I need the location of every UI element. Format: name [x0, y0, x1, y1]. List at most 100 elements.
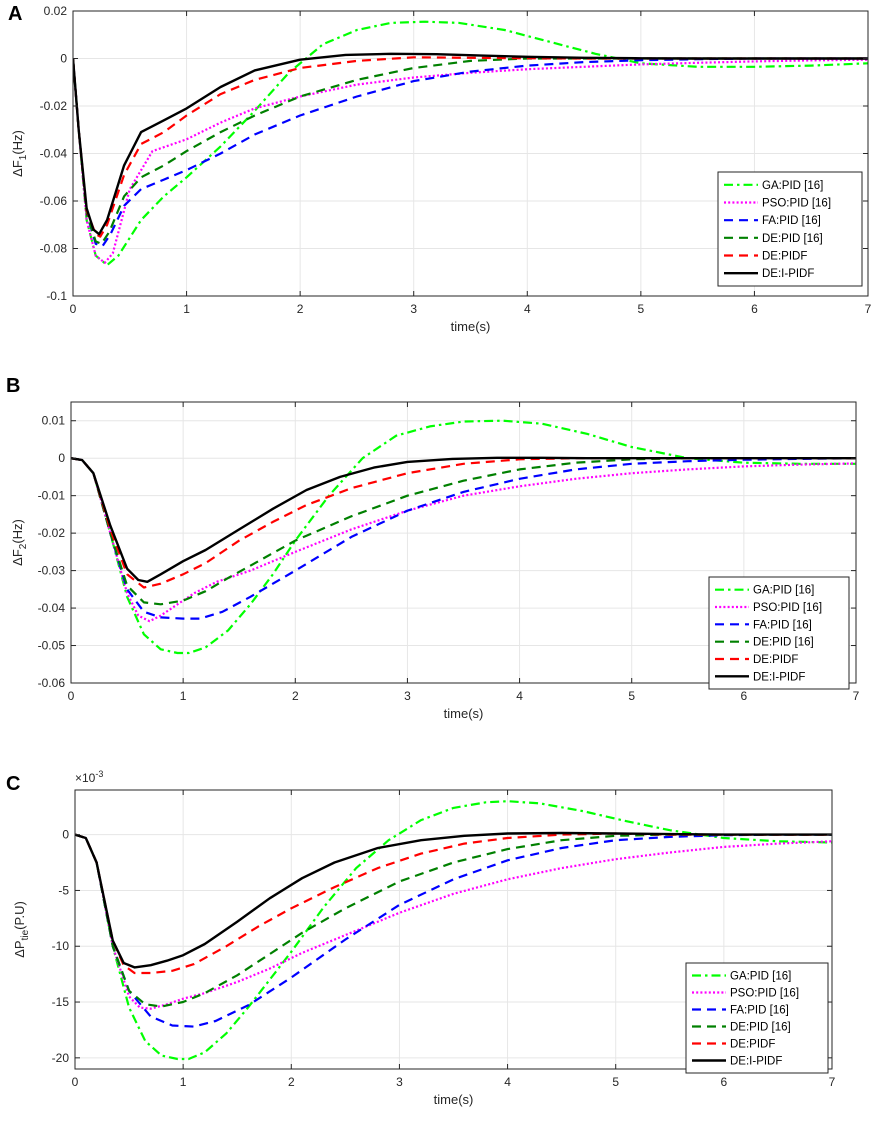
y-axis-label-unit: (Hz): [10, 519, 25, 544]
series-line-pso-pid-16: [73, 58, 868, 264]
y-tick-label: -0.02: [38, 526, 66, 540]
x-tick-label: 6: [741, 689, 748, 703]
legend: GA:PID [16] PSO:PID [16] FA:PID [16] DE:PID…: [717, 171, 863, 287]
x-tick-label: 7: [829, 1075, 836, 1089]
x-tick-label: 2: [288, 1075, 295, 1089]
y-axis-label-main: ΔF: [10, 549, 25, 566]
legend-entry: GA:PID [16]: [730, 971, 791, 983]
panel-letter: C: [6, 773, 20, 795]
y-axis-exponent-base: ×10: [75, 771, 96, 785]
legend-entry: FA:PID [16]: [730, 1005, 789, 1017]
legend-entry: GA:PID [16]: [762, 180, 823, 192]
x-axis-label: time(s): [434, 1092, 474, 1107]
series-line-de-pidf: [73, 56, 868, 238]
x-tick-label: 1: [180, 689, 187, 703]
x-tick-label: 3: [404, 689, 411, 703]
y-axis-label-subscript: 2: [18, 543, 29, 549]
x-tick-label: 3: [396, 1075, 403, 1089]
x-tick-label: 6: [721, 1075, 728, 1089]
y-tick-label: -10: [52, 939, 70, 953]
x-axis-label: time(s): [444, 706, 484, 721]
legend-entry: GA:PID [16]: [753, 585, 814, 597]
y-tick-label: -0.1: [46, 289, 67, 303]
legend-entry: DE:PIDF: [753, 654, 798, 666]
y-axis-label-subscript: tie: [20, 929, 31, 940]
x-tick-label: 0: [70, 302, 77, 316]
y-axis-exponent-power: -3: [95, 769, 103, 779]
series-line-pso-pid-16: [71, 457, 856, 623]
x-tick-label: 2: [297, 302, 304, 316]
panel-letter: B: [6, 375, 20, 397]
series-line-pso-pid-16: [75, 833, 832, 1010]
legend-entry: FA:PID [16]: [753, 619, 812, 631]
chart-panel-a: 0 1 2 3 4 5 6 7 -0.1 -0.08 -0.06 -0.04 -0.02 0 0.02 tim…: [8, 3, 872, 334]
legend-box: [717, 171, 863, 287]
chart-panel-b: 0 1 2 3 4 5 6 7 -0.06 -0.05 -0.04 -0.03 -0.02 -0.01 0 0…: [6, 375, 860, 721]
y-tick-label: -0.06: [38, 676, 66, 690]
legend-entry: DE:PID [16]: [762, 233, 823, 245]
y-tick-label: 0.02: [44, 4, 68, 18]
x-tick-label: 4: [504, 1075, 511, 1089]
y-axis-label-main: ΔP: [12, 940, 27, 957]
legend: GA:PID [16] PSO:PID [16] FA:PID [16] DE:PID…: [708, 576, 850, 690]
legend-box: [708, 576, 850, 690]
x-tick-label: 7: [853, 689, 860, 703]
x-tick-label: 2: [292, 689, 299, 703]
y-tick-label: 0: [62, 828, 69, 842]
legend-entry: DE:I-PIDF: [762, 268, 814, 280]
series-line-de-i-pidf: [71, 456, 856, 583]
y-tick-label: -0.02: [40, 99, 68, 113]
legend-entry: DE:I-PIDF: [730, 1056, 782, 1068]
x-tick-label: 4: [516, 689, 523, 703]
y-axis-label-unit: (Hz): [10, 130, 25, 155]
y-axis-label-main: ΔF: [10, 160, 25, 177]
series-line-ga-pid-16: [71, 419, 856, 655]
legend-entry: DE:PIDF: [762, 251, 807, 263]
y-tick-label: 0: [60, 52, 67, 66]
x-tick-label: 4: [524, 302, 531, 316]
panel-letter: A: [8, 3, 22, 25]
y-tick-label: -0.06: [40, 194, 68, 208]
y-axis-exponent: ×10-3: [75, 769, 103, 785]
y-axis-label: ΔF2(Hz): [10, 519, 29, 566]
y-tick-label: -20: [52, 1051, 70, 1065]
chart-panel-c: 0 1 2 3 4 5 6 7 -20 -15 -10 -5 0 time(s) ΔPtie(P.U) ×10…: [6, 769, 836, 1107]
y-axis-label: ΔPtie(P.U): [12, 901, 31, 958]
y-tick-label: -15: [52, 995, 70, 1009]
x-tick-label: 7: [865, 302, 872, 316]
legend: GA:PID [16] PSO:PID [16] FA:PID [16] DE:PID…: [685, 962, 829, 1074]
x-axis-label: time(s): [451, 319, 491, 334]
legend-entry: FA:PID [16]: [762, 215, 821, 227]
x-tick-label: 0: [68, 689, 75, 703]
axes-frame: [74, 789, 833, 1070]
y-axis-label-subscript: 1: [18, 154, 29, 160]
y-tick-label: -0.04: [38, 601, 66, 615]
x-tick-label: 3: [410, 302, 417, 316]
y-tick-label: -5: [58, 883, 69, 897]
y-axis-label: ΔF1(Hz): [10, 130, 29, 177]
x-tick-label: 5: [638, 302, 645, 316]
series-line-de-pid-16: [75, 833, 832, 1008]
series-line-de-pidf: [71, 457, 856, 589]
y-axis-label-unit: (P.U): [12, 901, 27, 930]
legend-entry: DE:PID [16]: [753, 637, 814, 649]
y-tick-label: -0.05: [38, 639, 66, 653]
series-line-fa-pid-16: [73, 57, 868, 248]
x-tick-label: 5: [612, 1075, 619, 1089]
axes-frame: [70, 401, 857, 684]
y-tick-label: 0.01: [42, 414, 66, 428]
legend-entry: DE:PIDF: [730, 1039, 775, 1051]
x-tick-label: 1: [183, 302, 190, 316]
x-tick-label: 0: [72, 1075, 79, 1089]
series-line-de-i-pidf: [73, 52, 868, 236]
y-tick-label: -0.03: [38, 564, 66, 578]
y-tick-label: 0: [58, 451, 65, 465]
legend-entry: PSO:PID [16]: [762, 198, 831, 210]
y-tick-label: -0.04: [40, 147, 68, 161]
legend-entry: DE:PID [16]: [730, 1022, 791, 1034]
legend-entry: DE:I-PIDF: [753, 671, 805, 683]
x-tick-label: 6: [751, 302, 758, 316]
series-line-de-i-pidf: [75, 831, 832, 969]
legend-entry: PSO:PID [16]: [730, 988, 799, 1000]
